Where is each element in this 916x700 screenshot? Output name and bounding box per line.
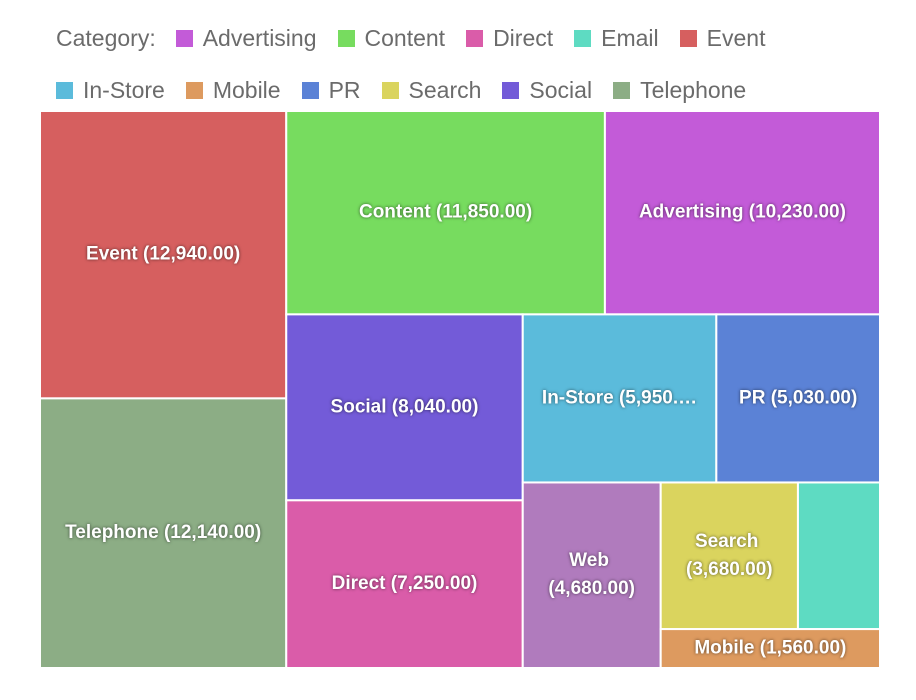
legend-item[interactable]: Social (502, 76, 592, 104)
legend-swatch (502, 81, 520, 99)
legend-item[interactable]: PR (301, 76, 361, 104)
treemap-cell (521, 481, 662, 669)
cell-label: Direct (7,250.00) (332, 573, 478, 594)
treemap-cell (39, 397, 288, 669)
legend-item[interactable]: Email (574, 24, 659, 52)
legend-label: Social (529, 76, 593, 103)
treemap-cell (39, 110, 288, 400)
legend-item[interactable]: Content (337, 24, 446, 52)
legend-label: Event (706, 24, 766, 51)
legend-label: Advertising (202, 24, 317, 51)
legend-item[interactable]: Advertising (175, 24, 317, 52)
legend-swatch (466, 29, 484, 47)
cell-label: Content (11,850.00) (359, 202, 532, 223)
legend-item[interactable]: Telephone (613, 76, 746, 104)
treemap-cell (715, 313, 881, 484)
legend-swatch (574, 29, 592, 47)
cell-label: Telephone (12,140.00) (65, 522, 261, 543)
legend-label: Mobile (212, 76, 281, 103)
cell-label: Advertising (10,230.00) (639, 202, 846, 223)
treemap-cell (285, 499, 524, 669)
legend-swatch (679, 29, 697, 47)
cell-label: Social (8,040.00) (331, 396, 479, 417)
legend-label: PR (328, 76, 361, 103)
treemap-cell (285, 110, 606, 316)
legend-swatch (337, 29, 355, 47)
legend-title: Category: (56, 25, 156, 51)
cell-label: In-Store (5,950.… (542, 387, 697, 408)
treemap-cell (521, 313, 718, 484)
legend-item[interactable]: Mobile (185, 76, 281, 104)
legend-swatch (301, 81, 319, 99)
treemap-cell (603, 110, 881, 316)
legend-swatch (185, 81, 203, 99)
legend-item[interactable]: In-Store (56, 76, 165, 104)
legend-item[interactable]: Direct (466, 24, 553, 52)
treemap-cell (285, 313, 524, 502)
legend: Category: Advertising Content Direct Email E… (56, 24, 856, 144)
cell-label: Web (4,680.00) (548, 550, 635, 599)
cell-label: Mobile (1,560.00) (694, 638, 846, 659)
legend-swatch (613, 81, 631, 99)
legend-label: Direct (493, 24, 554, 51)
legend-item[interactable]: Event (679, 24, 766, 52)
legend-label: Search (408, 76, 482, 103)
treemap-cell (796, 481, 881, 631)
legend-label: Telephone (640, 76, 747, 103)
legend-swatch (56, 81, 73, 99)
legend-swatch (381, 81, 399, 99)
cell-label: PR (5,030.00) (739, 387, 857, 408)
legend-item[interactable]: Search (381, 76, 482, 104)
treemap-cell (659, 628, 882, 669)
cell-label: Search (3,680.00) (686, 531, 773, 580)
legend-label: Content (364, 24, 446, 51)
legend-swatch (175, 29, 193, 47)
treemap-cell (659, 481, 799, 631)
legend-label: Email (601, 24, 659, 51)
legend-label: In-Store (83, 76, 165, 103)
cell-label: Event (12,940.00) (86, 244, 240, 265)
